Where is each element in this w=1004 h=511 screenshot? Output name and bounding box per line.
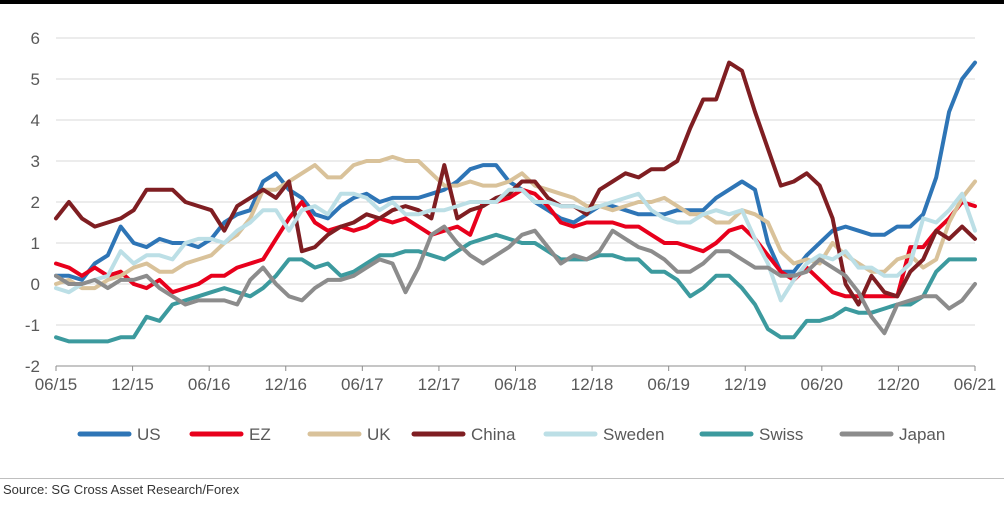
y-tick-label: 4 bbox=[31, 111, 40, 130]
y-tick-label: 5 bbox=[31, 70, 40, 89]
legend-label-sweden: Sweden bbox=[603, 425, 664, 444]
series-lines bbox=[54, 60, 977, 344]
legend-label-swiss: Swiss bbox=[759, 425, 803, 444]
x-tick-label: 06/16 bbox=[188, 375, 231, 394]
x-tick-label: 12/18 bbox=[571, 375, 614, 394]
series-line-ez bbox=[54, 187, 977, 299]
legend-label-china: China bbox=[471, 425, 516, 444]
series-line-china bbox=[54, 60, 977, 307]
series-line-japan bbox=[54, 224, 977, 336]
bottom-rule bbox=[0, 478, 1004, 479]
x-tick-label: 12/20 bbox=[877, 375, 920, 394]
legend: US EZ UK China Sweden Swiss Japan bbox=[77, 425, 945, 444]
legend-label-uk: UK bbox=[367, 425, 391, 444]
x-tick-label: 12/19 bbox=[724, 375, 767, 394]
x-tick-label: 12/17 bbox=[418, 375, 461, 394]
x-tick-label: 12/16 bbox=[264, 375, 307, 394]
y-tick-label: 1 bbox=[31, 234, 40, 253]
x-tick-label: 06/19 bbox=[647, 375, 690, 394]
y-axis-tick-labels: -2 -1 0 1 2 3 4 5 6 bbox=[25, 29, 40, 376]
x-tick-label: 06/17 bbox=[341, 375, 384, 394]
x-tick-label: 06/20 bbox=[801, 375, 844, 394]
x-tick-label: 12/15 bbox=[111, 375, 154, 394]
x-tick-label: 06/15 bbox=[35, 375, 78, 394]
y-tick-label: -2 bbox=[25, 357, 40, 376]
source-note: Source: SG Cross Asset Research/Forex bbox=[3, 482, 240, 497]
legend-label-ez: EZ bbox=[249, 425, 271, 444]
gridlines bbox=[56, 37, 975, 326]
y-tick-label: -1 bbox=[25, 316, 40, 335]
series-line-sweden bbox=[54, 187, 977, 303]
top-rule bbox=[0, 0, 1004, 4]
y-tick-label: 2 bbox=[31, 193, 40, 212]
legend-label-japan: Japan bbox=[899, 425, 945, 444]
x-tick-label: 06/21 bbox=[954, 375, 997, 394]
x-tick-label: 06/18 bbox=[494, 375, 537, 394]
legend-label-us: US bbox=[137, 425, 161, 444]
y-tick-label: 6 bbox=[31, 29, 40, 48]
x-axis-ticks: 06/15 12/15 06/16 12/16 06/17 12/17 06/18 12/18… bbox=[35, 366, 997, 394]
y-tick-label: 0 bbox=[31, 275, 40, 294]
line-chart: -2 -1 0 1 2 3 4 5 6 06/15 12/15 06/16 12/16 06/17 12/… bbox=[25, 29, 997, 444]
y-tick-label: 3 bbox=[31, 152, 40, 171]
